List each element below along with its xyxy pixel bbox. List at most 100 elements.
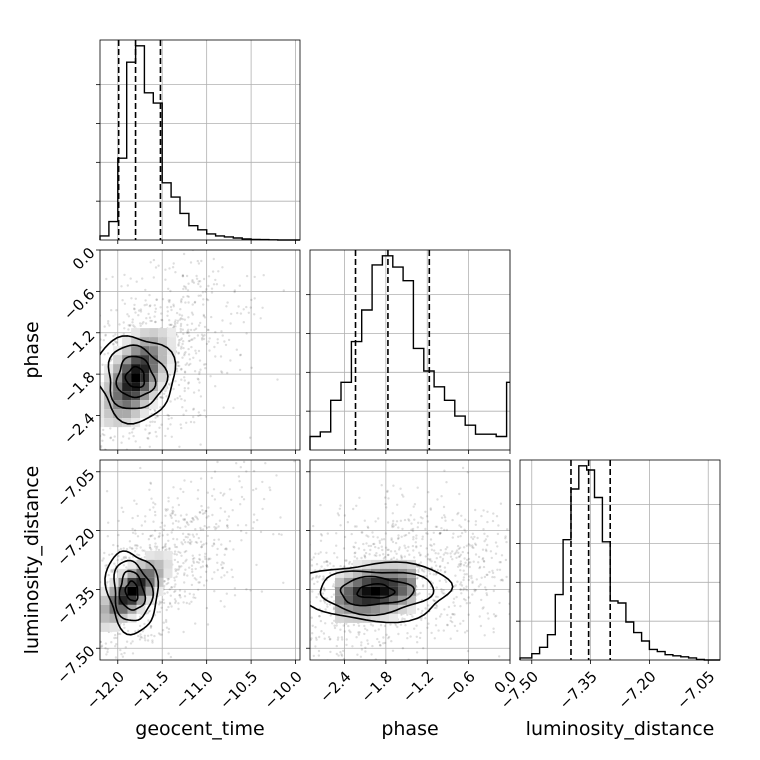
scatter-point — [113, 435, 116, 438]
scatter-point — [110, 570, 113, 573]
scatter-point — [485, 588, 488, 592]
scatter-point — [371, 624, 375, 627]
scatter-point — [140, 636, 143, 639]
scatter-point — [465, 573, 468, 576]
scatter-point — [268, 486, 271, 489]
scatter-point — [139, 324, 142, 327]
scatter-point — [177, 361, 180, 364]
scatter-point — [169, 655, 173, 659]
scatter-point — [403, 544, 406, 547]
scatter-point — [201, 509, 204, 512]
scatter-point — [381, 548, 384, 552]
panel-frame — [309, 459, 511, 661]
scatter-point — [191, 313, 195, 316]
density-cell — [149, 355, 159, 365]
scatter-point — [262, 274, 265, 277]
scatter-point — [462, 576, 466, 579]
scatter-point — [355, 504, 358, 507]
density-cell — [335, 604, 344, 614]
scatter-point — [185, 421, 188, 424]
density-cell — [158, 364, 168, 374]
density-cell — [389, 604, 398, 614]
scatter-point — [342, 649, 345, 653]
scatter-point — [390, 537, 393, 540]
scatter-point — [157, 632, 161, 635]
scatter-point — [428, 592, 431, 596]
scatter-point — [394, 523, 397, 526]
scatter-point — [387, 553, 390, 557]
scatter-point — [164, 268, 167, 271]
scatter-point — [444, 519, 447, 522]
scatter-point — [310, 616, 313, 619]
scatter-point — [357, 547, 361, 550]
scatter-point — [333, 599, 336, 603]
scatter-point — [491, 569, 494, 572]
scatter-point — [165, 626, 169, 629]
scatter-point — [187, 363, 191, 367]
density-cell — [122, 382, 132, 392]
scatter-point — [406, 632, 409, 635]
scatter-point — [100, 645, 103, 648]
scatter-point — [483, 540, 486, 543]
scatter-point — [216, 568, 219, 572]
scatter-point — [452, 601, 455, 604]
scatter-point — [158, 532, 161, 535]
scatter-point — [486, 612, 489, 615]
scatter-point — [189, 480, 193, 483]
scatter-point — [179, 338, 182, 341]
scatter-point — [222, 562, 225, 565]
scatter-point — [182, 252, 186, 256]
histogram-phase — [309, 255, 510, 450]
scatter-point — [383, 624, 387, 628]
scatter-point — [151, 641, 154, 644]
scatter-point — [277, 532, 281, 536]
scatter-point — [462, 587, 466, 590]
scatter-point — [167, 577, 171, 580]
scatter-point — [420, 568, 424, 571]
scatter-point — [319, 533, 323, 536]
density-cell — [344, 595, 353, 605]
scatter-point — [338, 507, 341, 510]
scatter-point — [173, 585, 176, 588]
scatter-point — [191, 570, 194, 573]
scatter-point — [213, 590, 216, 593]
density-cell — [344, 586, 353, 596]
scatter-point — [411, 529, 415, 533]
scatter-point — [387, 548, 390, 551]
scatter-point — [195, 578, 198, 581]
scatter-point — [236, 311, 239, 315]
scatter-point — [180, 541, 183, 544]
scatter-point — [315, 596, 318, 599]
scatter-point — [436, 568, 439, 572]
scatter-point — [146, 436, 149, 440]
scatter-point — [182, 332, 185, 336]
scatter-point — [183, 352, 186, 355]
scatter-point — [122, 623, 126, 626]
scatter-point — [328, 603, 332, 606]
scatter-point — [198, 557, 201, 561]
scatter-point — [360, 556, 363, 560]
scatter-point — [366, 525, 369, 528]
density-cell — [131, 373, 141, 383]
density-cell — [163, 559, 173, 569]
scatter-point — [401, 493, 404, 496]
scatter-point — [187, 301, 190, 304]
scatter-point — [179, 308, 182, 311]
scatter-point — [416, 565, 419, 569]
scatter-point — [150, 633, 153, 637]
scatter-point — [425, 515, 429, 518]
scatter-point — [401, 617, 404, 620]
scatter-point — [439, 569, 442, 572]
scatter-point — [471, 546, 474, 549]
scatter-point — [203, 555, 207, 558]
scatter-point — [182, 295, 185, 299]
scatter-point — [249, 589, 252, 592]
scatter-point — [415, 534, 418, 537]
scatter-point — [112, 543, 115, 547]
scatter-point — [377, 628, 380, 631]
density-cell — [371, 613, 380, 623]
density-cell — [104, 382, 114, 392]
scatter-point — [179, 596, 182, 599]
scatter-point — [440, 495, 443, 498]
scatter-point — [167, 627, 171, 631]
